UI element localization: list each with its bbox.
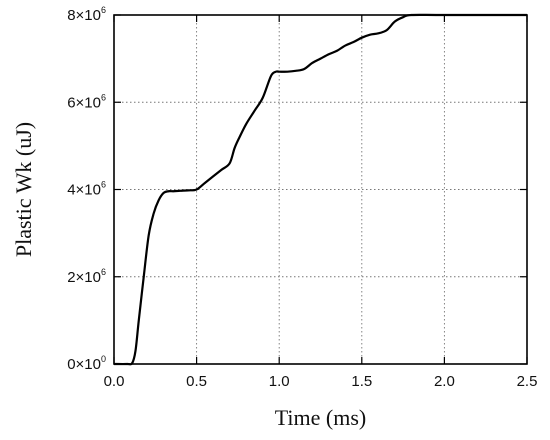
series-line (113, 13, 527, 366)
grid-lines (114, 15, 527, 364)
x-axis-label: Time (ms) (275, 405, 366, 430)
x-tick-labels: 0.0 0.5 1.0 1.5 2.0 2.5 (104, 373, 538, 390)
x-tick-label: 2.5 (517, 373, 538, 390)
x-tick-label: 1.0 (269, 373, 290, 390)
y-tick-label: 2×106 (67, 267, 106, 286)
y-axis-label: Plastic Wk (uJ) (11, 122, 36, 257)
y-tick-exponent: 0 (101, 354, 106, 364)
x-tick-label: 0.5 (186, 373, 207, 390)
axis-ticks (113, 14, 528, 365)
x-tick-label: 1.5 (351, 373, 372, 390)
y-tick-label: 8×106 (67, 5, 106, 24)
y-tick-mantissa: 4×10 (67, 182, 101, 199)
y-tick-exponent: 6 (101, 92, 106, 102)
x-tick-label: 0.0 (104, 373, 125, 390)
y-tick-exponent: 6 (101, 5, 106, 15)
y-tick-mantissa: 2×10 (67, 269, 101, 286)
y-tick-label: 6×106 (67, 92, 106, 111)
y-tick-label: 0×100 (67, 354, 106, 373)
y-tick-mantissa: 6×10 (67, 94, 101, 111)
plot-frame (113, 14, 528, 365)
y-tick-label: 4×106 (67, 180, 106, 199)
y-tick-exponent: 6 (101, 180, 106, 190)
y-tick-mantissa: 8×10 (67, 7, 101, 24)
y-tick-mantissa: 0×10 (67, 356, 101, 373)
x-tick-label: 2.0 (434, 373, 455, 390)
y-tick-exponent: 6 (101, 267, 106, 277)
